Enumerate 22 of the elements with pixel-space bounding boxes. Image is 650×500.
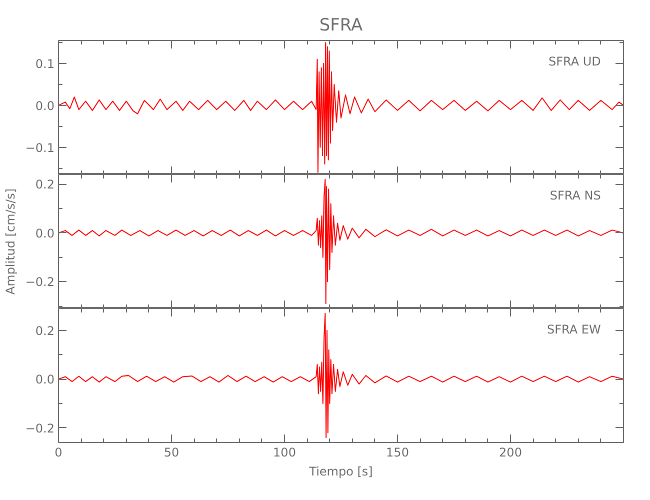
y-tick-label: −0.2 [25,421,54,436]
x-tick-label: 50 [164,446,180,460]
x-tick-label: 0 [54,446,62,460]
y-tick-label: −0.2 [25,275,54,290]
y-tick-label: 0.1 [35,57,55,72]
y-tick-label: 0.0 [35,226,55,240]
chart-title: SFRA [319,16,364,36]
y-tick-label: 0.0 [35,98,55,113]
annotation: SFRA NS [550,188,601,202]
y-tick-label: −0.1 [25,140,54,155]
x-axis-title: Tiempo [s] [308,464,373,478]
x-tick-label: 100 [273,446,296,460]
y-axis-title: Amplitud [cm/s/s] [3,188,18,295]
x-tick-label: 150 [386,446,409,460]
line-series [58,178,624,304]
annotation: SFRA EW [547,322,602,336]
y-tick-label: 0.2 [35,324,55,338]
x-tick-label: 200 [499,446,522,460]
annotation: SFRA UD [548,54,601,68]
y-tick-label: 0.2 [35,178,55,192]
line-series [58,312,624,438]
y-tick-label: 0.0 [35,372,55,387]
